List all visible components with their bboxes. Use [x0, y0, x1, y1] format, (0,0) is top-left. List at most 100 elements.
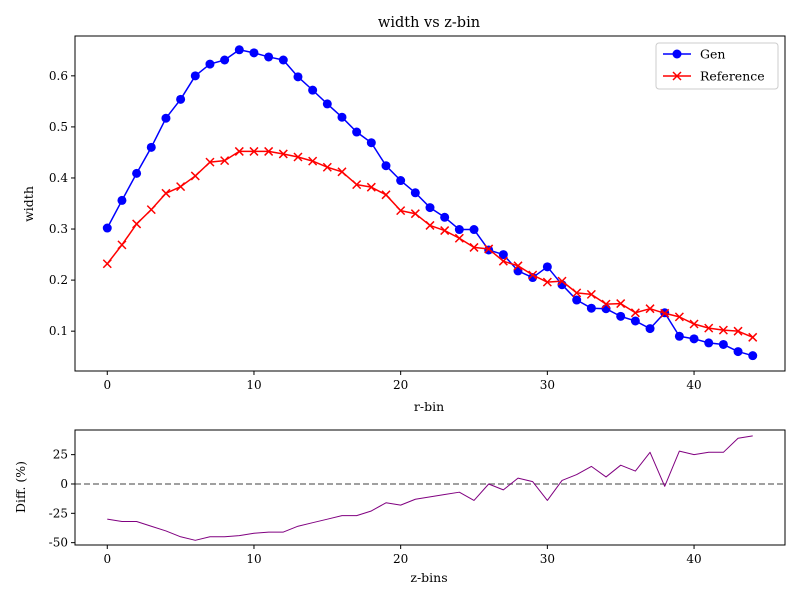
legend: Gen Reference — [655, 42, 779, 90]
x-tick-label: 10 — [246, 552, 261, 566]
data-point-gen — [366, 138, 376, 148]
x-tick-label: 30 — [540, 552, 555, 566]
data-point-reference — [132, 219, 142, 229]
data-point-reference — [278, 149, 288, 159]
data-point-reference — [352, 180, 362, 190]
data-point-reference — [630, 308, 640, 318]
data-point-gen — [542, 262, 552, 272]
series-line-diff — [107, 435, 753, 541]
x-tick-label: 0 — [103, 552, 111, 566]
data-point-gen — [205, 59, 215, 69]
x-tick-label: 40 — [686, 552, 701, 566]
top-x-axis-label: r-bin — [414, 399, 444, 414]
data-point-reference — [660, 308, 670, 318]
data-point-gen — [176, 94, 186, 104]
data-point-reference — [322, 162, 332, 172]
data-point-reference — [674, 312, 684, 322]
data-point-reference — [205, 157, 215, 167]
data-point-reference — [102, 259, 112, 269]
data-point-gen — [572, 295, 582, 305]
data-point-gen — [410, 188, 420, 198]
y-tick-label: 25 — [53, 448, 68, 462]
data-point-gen — [337, 112, 347, 122]
data-point-gen — [190, 71, 200, 81]
data-point-gen — [440, 212, 450, 222]
top-y-axis-label: width — [21, 186, 36, 222]
data-point-gen — [733, 347, 743, 357]
data-point-gen — [601, 304, 611, 314]
data-point-gen — [674, 331, 684, 341]
data-point-reference — [528, 270, 538, 280]
y-tick-label: -25 — [49, 506, 68, 520]
data-point-reference — [733, 326, 743, 336]
legend-reference-marker — [672, 71, 682, 81]
x-tick-label: 10 — [246, 378, 261, 392]
y-tick-label: 0.6 — [49, 69, 68, 83]
data-point-reference — [542, 277, 552, 287]
data-point-gen — [117, 195, 127, 205]
data-point-gen — [322, 99, 332, 109]
x-tick-label: 40 — [686, 378, 701, 392]
data-point-reference — [161, 188, 171, 198]
data-point-gen — [645, 324, 655, 334]
legend-gen-marker — [672, 49, 682, 59]
data-point-gen — [264, 52, 274, 62]
data-point-gen — [704, 338, 714, 348]
data-point-reference — [718, 325, 728, 335]
data-point-gen — [234, 45, 244, 55]
data-point-gen — [689, 334, 699, 344]
data-point-reference — [498, 256, 508, 266]
data-point-gen — [102, 223, 112, 233]
data-point-gen — [381, 161, 391, 171]
x-tick-label: 20 — [393, 552, 408, 566]
y-tick-label: 0.3 — [49, 222, 68, 236]
data-point-reference — [234, 146, 244, 156]
data-point-reference — [689, 319, 699, 329]
data-point-reference — [293, 152, 303, 162]
data-point-gen — [308, 85, 318, 95]
top-chart-title: width vs z-bin — [378, 15, 480, 31]
data-point-reference — [454, 233, 464, 243]
data-point-gen — [748, 351, 758, 361]
data-point-reference — [308, 156, 318, 166]
data-point-gen — [630, 316, 640, 326]
top-plot: width vs z-bin 0 10 20 30 40 0.1 0.2 0.3 0.4 0.5… — [21, 15, 786, 414]
top-plot-frame — [74, 35, 786, 372]
legend-reference-label: Reference — [700, 69, 765, 84]
data-point-reference — [572, 288, 582, 298]
data-point-reference — [586, 289, 596, 299]
bottom-plot: 0 10 20 30 40 -50 -25 0 25 z-bins Diff. (%) — [13, 429, 786, 585]
data-point-reference — [264, 146, 274, 156]
data-point-reference — [484, 244, 494, 254]
y-tick-label: 0.2 — [49, 273, 68, 287]
data-point-reference — [366, 182, 376, 192]
data-point-reference — [176, 182, 186, 192]
data-point-gen — [425, 203, 435, 213]
data-point-gen — [469, 225, 479, 235]
y-tick-label: 0.1 — [49, 324, 68, 338]
data-point-gen — [293, 72, 303, 82]
data-point-gen — [586, 303, 596, 313]
data-point-gen — [396, 176, 406, 186]
data-point-gen — [352, 127, 362, 137]
data-point-gen — [278, 55, 288, 65]
data-point-reference — [704, 323, 714, 333]
data-point-reference — [513, 261, 523, 271]
data-point-reference — [117, 240, 127, 250]
data-point-gen — [718, 339, 728, 349]
data-point-reference — [146, 205, 156, 215]
data-point-reference — [381, 190, 391, 200]
legend-gen-label: Gen — [700, 47, 725, 62]
y-tick-label: 0.5 — [49, 120, 68, 134]
data-point-reference — [645, 304, 655, 314]
data-point-reference — [440, 226, 450, 236]
data-point-gen — [146, 142, 156, 152]
data-point-reference — [601, 299, 611, 309]
data-point-reference — [249, 146, 259, 156]
x-tick-label: 30 — [540, 378, 555, 392]
data-point-gen — [220, 55, 230, 65]
data-point-gen — [616, 311, 626, 321]
data-point-reference — [469, 242, 479, 252]
